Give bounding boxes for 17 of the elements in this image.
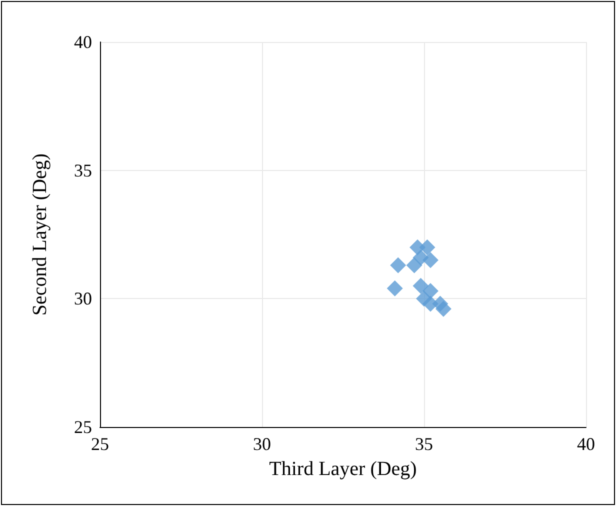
x-axis-title: Third Layer (Deg) [269, 458, 417, 480]
y-tick-label: 40 [74, 32, 92, 52]
y-tick-label: 35 [74, 160, 92, 180]
point [422, 252, 438, 268]
x-tick-label: 25 [91, 434, 109, 454]
y-tick-label: 25 [74, 417, 92, 437]
point [406, 257, 422, 274]
point [390, 257, 406, 274]
point [435, 300, 452, 317]
point [412, 278, 429, 294]
x-tick-label: 35 [415, 434, 433, 454]
point [386, 280, 403, 296]
x-tick-label: 30 [253, 434, 271, 454]
y-axis-title: Second Layer (Deg) [29, 153, 51, 316]
y-tick-label: 30 [74, 288, 92, 309]
x-tick-label: 40 [577, 434, 595, 454]
point [419, 239, 436, 256]
